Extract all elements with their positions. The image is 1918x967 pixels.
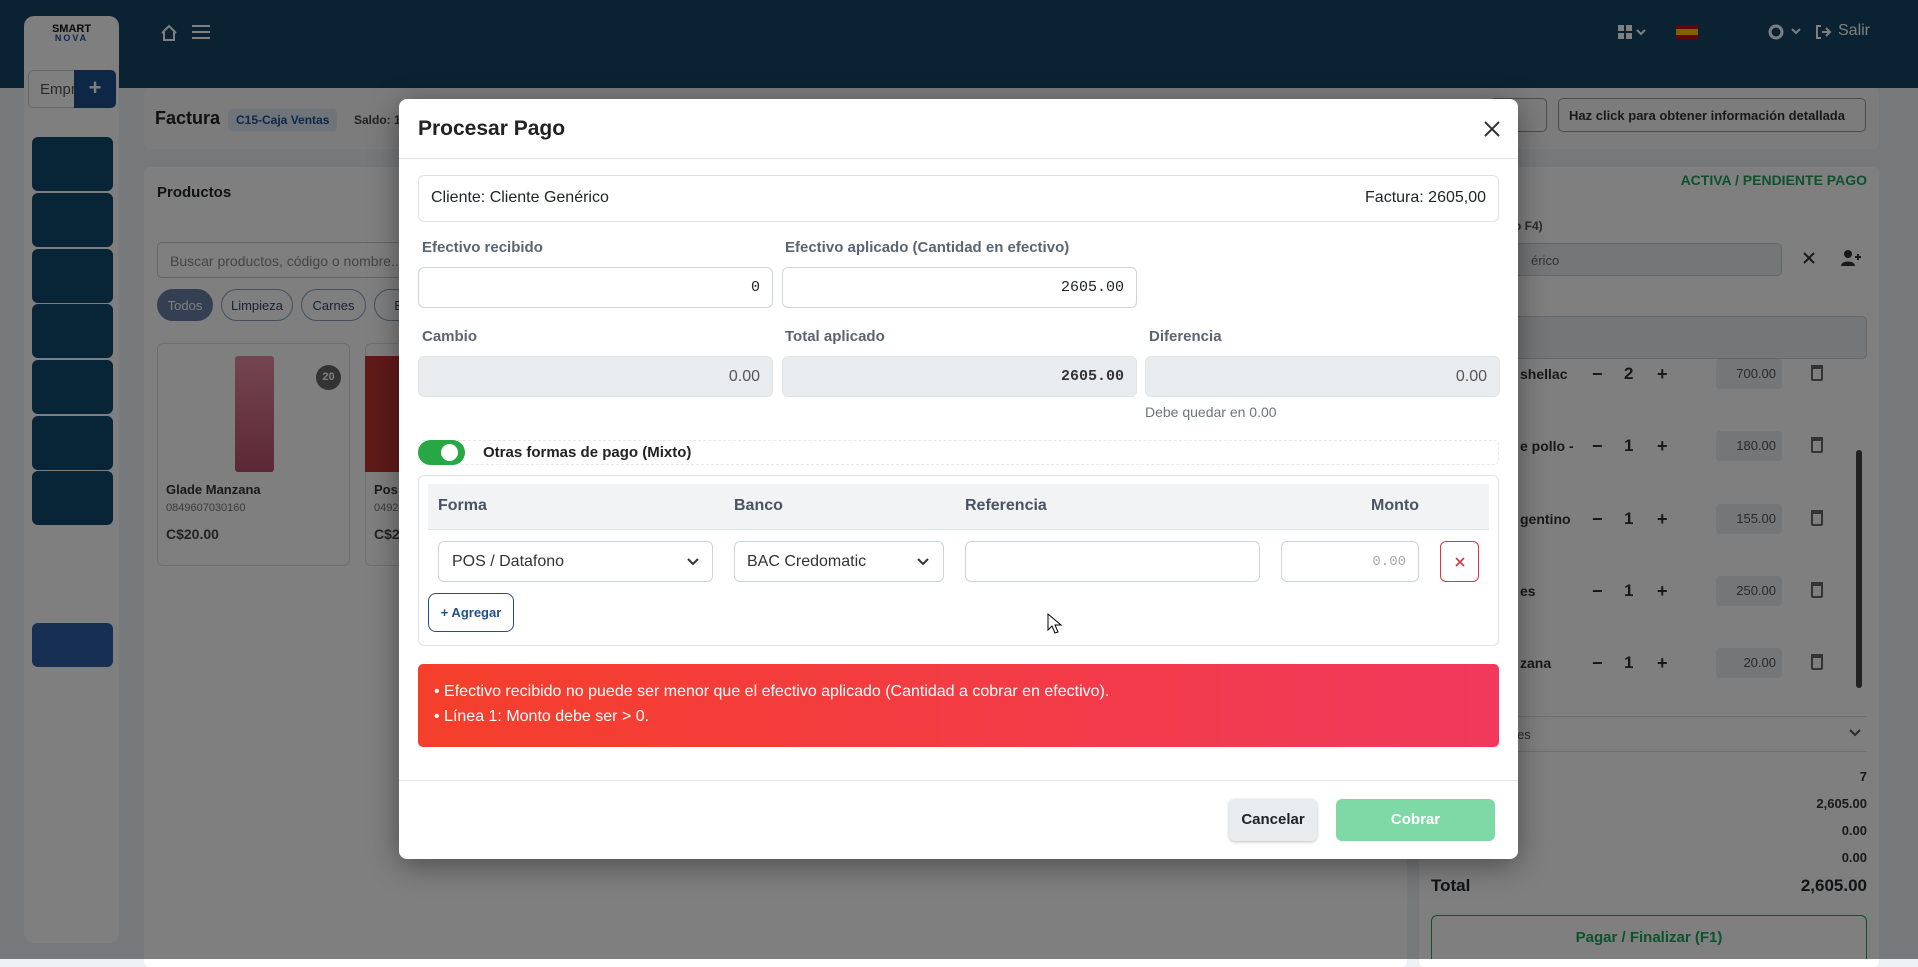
modal-footer-divider — [399, 780, 1518, 781]
payments-table — [418, 475, 1499, 646]
field-label: Total aplicado — [785, 328, 885, 345]
column-header: Referencia — [965, 497, 1047, 514]
column-header: Monto — [1371, 497, 1419, 514]
reference-input[interactable] — [965, 541, 1260, 582]
mixed-toggle-label: Otras formas de pago (Mixto) — [483, 444, 692, 461]
remove-icon — [1455, 557, 1465, 567]
error-alert — [418, 664, 1499, 747]
field-label: Efectivo recibido — [422, 239, 543, 256]
error-message: • Línea 1: Monto debe ser > 0. — [434, 708, 650, 725]
change-output: 0.00 — [418, 356, 773, 397]
cash-received-input[interactable]: 0 — [418, 267, 773, 308]
column-header: Forma — [438, 497, 487, 514]
modal-header-divider — [399, 158, 1518, 159]
difference-output: 0.00 — [1145, 356, 1500, 397]
modal-title: Procesar Pago — [418, 117, 566, 140]
method-select[interactable]: POS / Datafono — [438, 541, 713, 582]
submit-button[interactable]: Cobrar — [1336, 799, 1495, 841]
total-applied-output: 2605.00 — [782, 356, 1137, 397]
remove-row-button[interactable] — [1440, 541, 1479, 582]
field-label: Efectivo aplicado (Cantidad en efectivo) — [785, 239, 1070, 256]
field-label: Cambio — [422, 328, 478, 345]
modal-close[interactable] — [1482, 119, 1502, 139]
field-label: Diferencia — [1149, 328, 1222, 345]
table-header — [428, 484, 1489, 530]
bank-select[interactable]: BAC Credomatic — [734, 541, 944, 582]
cancel-button[interactable]: Cancelar — [1229, 799, 1317, 841]
mouse-cursor — [1047, 613, 1063, 634]
client-name: Cliente: Cliente Genérico — [431, 189, 609, 206]
error-message: • Efectivo recibido no puede ser menor q… — [434, 683, 1110, 700]
toggle-knob — [441, 444, 458, 461]
client-box — [418, 175, 1499, 222]
column-header: Banco — [734, 497, 783, 514]
cash-applied-input[interactable]: 2605.00 — [782, 267, 1137, 308]
select-chevron — [687, 558, 699, 566]
amount-input[interactable]: 0.00 — [1281, 541, 1419, 582]
invoice-total: Factura: 2605,00 — [1365, 189, 1486, 206]
select-chevron — [917, 558, 929, 566]
difference-hint: Debe quedar en 0.00 — [1145, 404, 1277, 420]
add-row-button[interactable]: + Agregar — [428, 593, 514, 632]
